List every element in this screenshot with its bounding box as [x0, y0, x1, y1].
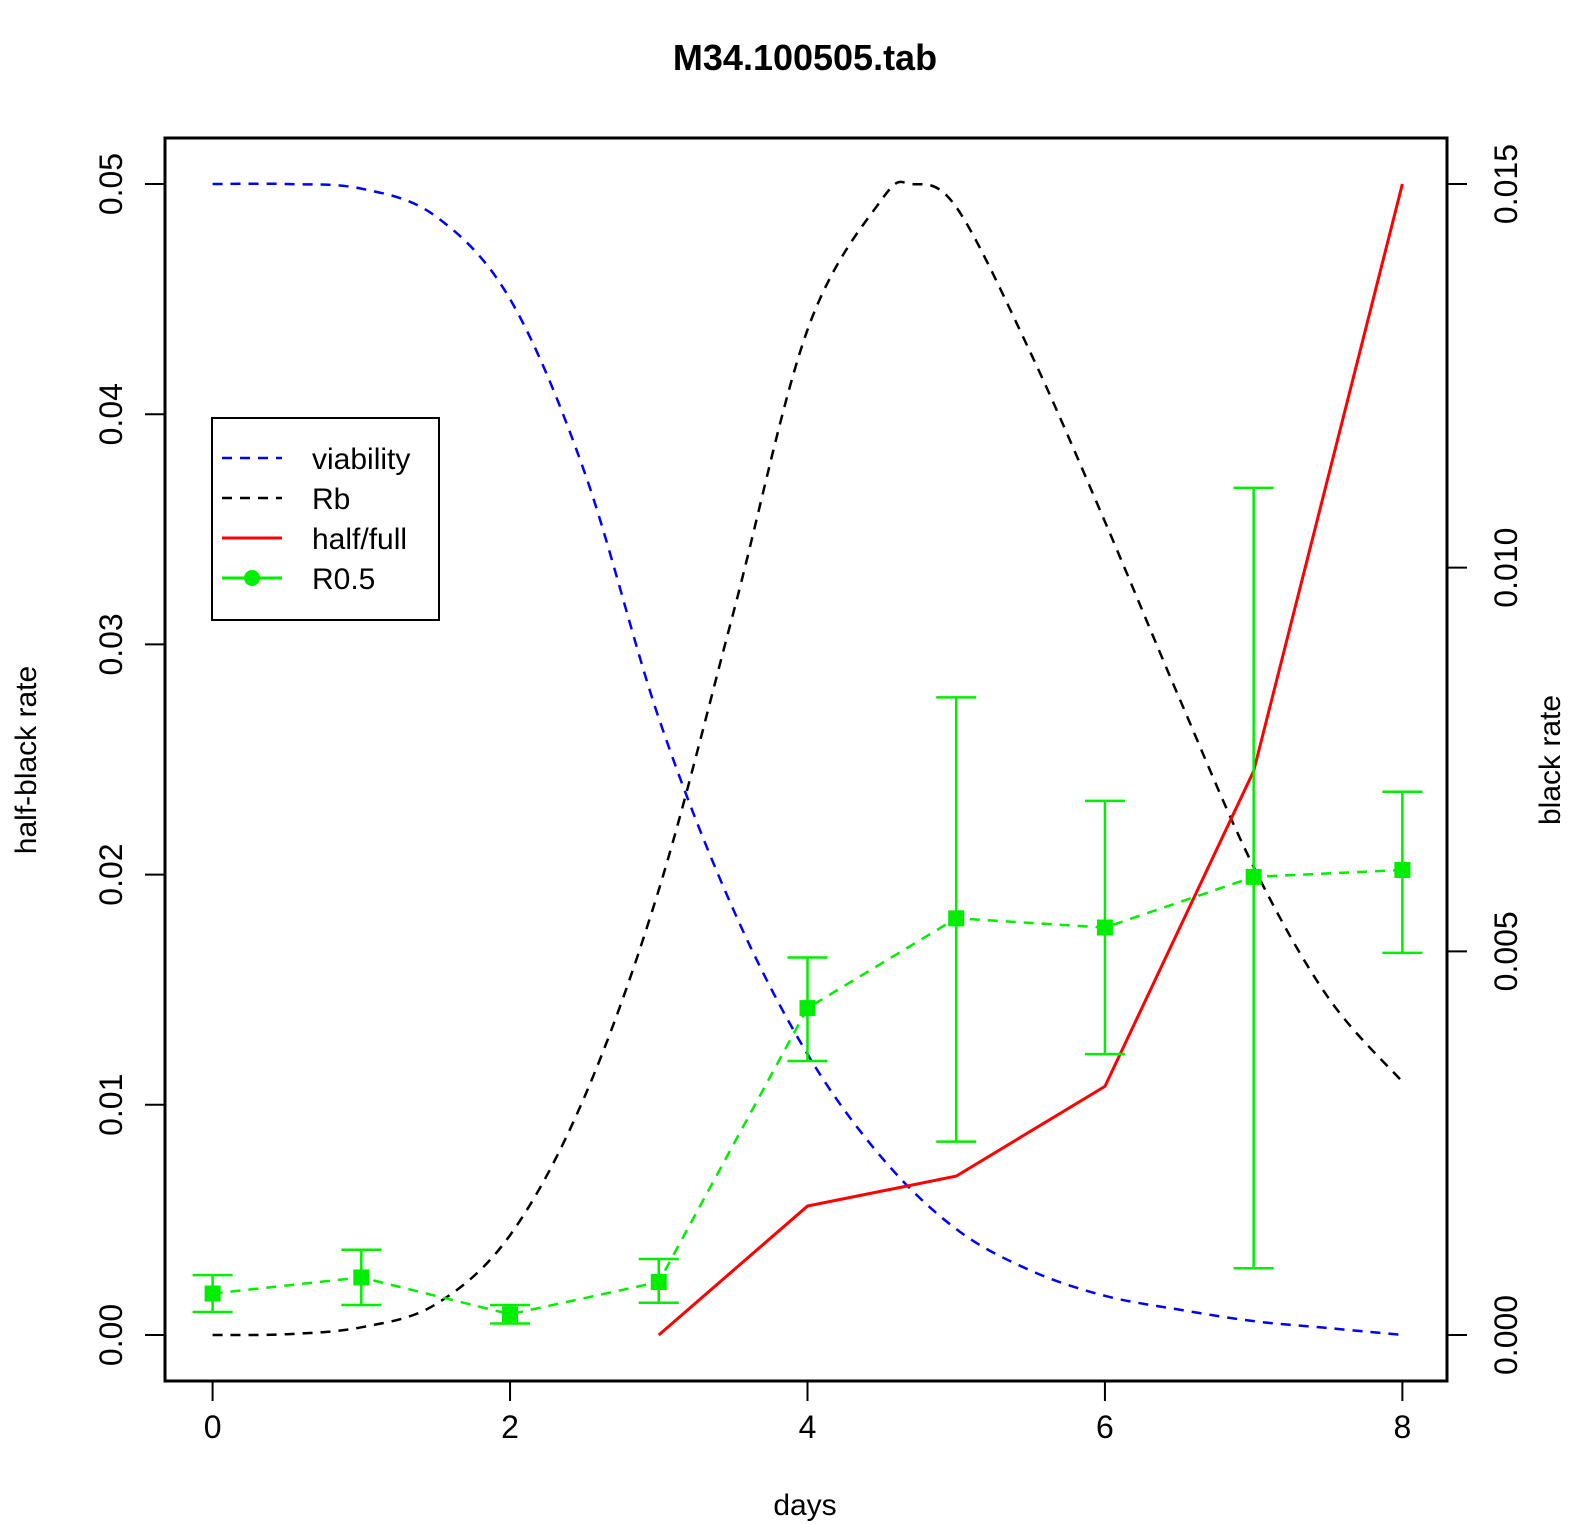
data-point	[353, 1269, 370, 1286]
chart-title: M34.100505.tab	[673, 37, 937, 78]
series-line	[657, 183, 1404, 1337]
x-axis-label: days	[773, 1489, 836, 1522]
data-point	[502, 1306, 519, 1323]
y-left-tick-label: 0.01	[93, 1074, 129, 1136]
y-left-tick-label: 0.04	[93, 383, 129, 445]
series-r0-5	[192, 486, 1423, 1325]
y-right-tick-label: 0.015	[1488, 144, 1524, 224]
data-point	[204, 1285, 221, 1302]
legend-label: half/full	[312, 523, 407, 556]
legend-label: R0.5	[312, 563, 375, 596]
x-tick-label: 0	[204, 1409, 222, 1445]
y-left-tick-label: 0.03	[93, 613, 129, 675]
y-axis-label-right: black rate	[1534, 695, 1567, 825]
data-point	[650, 1274, 667, 1291]
series-line	[212, 180, 1404, 1337]
x-tick-label: 4	[799, 1409, 817, 1445]
data-point	[799, 1000, 816, 1017]
x-tick-label: 6	[1096, 1409, 1114, 1445]
legend-item: viability	[222, 443, 410, 476]
legend: viability Rb half/full R0.5	[211, 417, 440, 621]
series-line	[212, 182, 1403, 1337]
x-tick-label: 2	[501, 1409, 519, 1445]
y-right-tick-label: 0.010	[1488, 528, 1524, 608]
y-right-tick-label: 0.005	[1488, 911, 1524, 991]
series-line	[212, 868, 1403, 1316]
data-point	[1394, 861, 1411, 878]
y-left-tick-label: 0.02	[93, 843, 129, 905]
legend-item: half/full	[222, 523, 407, 556]
legend-label: viability	[312, 443, 410, 476]
data-point	[1096, 919, 1113, 936]
legend-box	[211, 417, 440, 621]
legend-label: Rb	[312, 483, 350, 516]
y-axis-label-left: half-black rate	[10, 666, 43, 854]
series-viability	[212, 182, 1403, 1337]
series-layer	[192, 180, 1423, 1337]
y-axis-left: 0.00 0.01 0.02 0.03 0.04 0.05	[93, 153, 165, 1366]
legend-marker	[244, 570, 260, 586]
y-left-tick-label: 0.00	[93, 1304, 129, 1366]
series-half-full	[657, 183, 1404, 1337]
x-axis: 0 2 4 6 8	[204, 1380, 1411, 1445]
series-rb	[212, 180, 1404, 1337]
legend-item: R0.5	[222, 563, 375, 596]
x-tick-label: 8	[1393, 1409, 1411, 1445]
y-axis-right: 0.000 0.005 0.010 0.015	[1447, 144, 1524, 1375]
y-left-tick-label: 0.05	[93, 153, 129, 215]
data-point	[948, 910, 965, 927]
legend-item: Rb	[222, 483, 350, 516]
y-right-tick-label: 0.000	[1488, 1295, 1524, 1375]
data-point	[1245, 868, 1262, 885]
